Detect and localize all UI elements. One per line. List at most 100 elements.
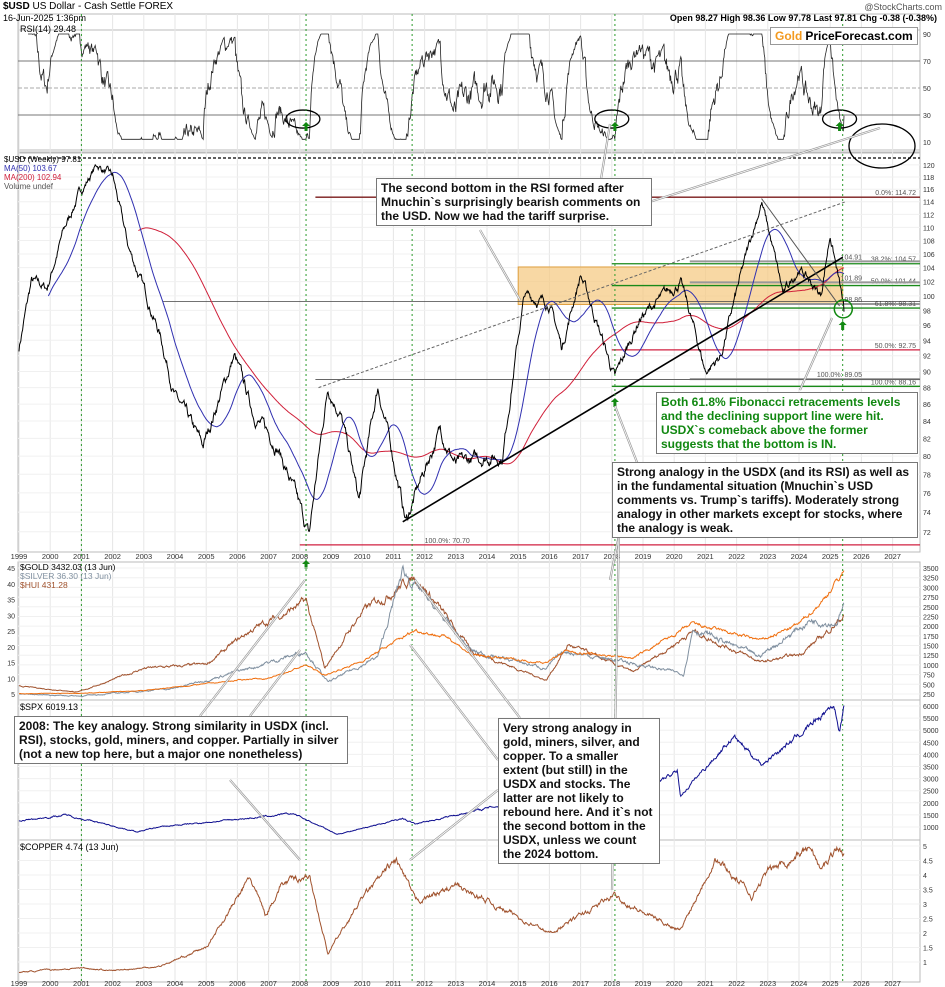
spx-y-tick: 1000 <box>923 825 939 832</box>
rsi-line <box>28 33 845 141</box>
usd-price-line <box>18 163 845 532</box>
usd-y-tick: 120 <box>923 163 935 170</box>
spx-y-tick: 3000 <box>923 777 939 784</box>
callout-line-inner <box>414 579 521 719</box>
fib-level-label: 50.0%: 92.75 <box>875 343 916 350</box>
x-tick-label-bottom: 2008 <box>291 979 308 987</box>
usd-y-tick: 92 <box>923 354 931 361</box>
x-tick-label-bottom: 2020 <box>666 979 683 987</box>
usd-y-tick: 110 <box>923 225 934 232</box>
x-tick-label-bottom: 2013 <box>447 979 464 987</box>
usd-y-tick: 78 <box>923 472 931 479</box>
x-tick-label-bottom: 2019 <box>635 979 652 987</box>
projection-ellipse <box>848 123 916 169</box>
metals-y-tick: 2500 <box>923 605 939 612</box>
metals-y-tick: 3000 <box>923 585 939 592</box>
usd-y-tick: 102 <box>923 280 935 287</box>
rsi-y-tick: 10 <box>923 140 931 147</box>
metals-left-tick: 10 <box>7 676 15 683</box>
silver-line <box>18 564 845 698</box>
copper-y-tick: 3 <box>923 902 927 909</box>
usd-y-tick: 106 <box>923 252 935 259</box>
x-tick-label-bottom: 2009 <box>323 979 340 987</box>
fib-level-label: 100.0%: 89.05 <box>817 372 862 379</box>
rsi-y-tick: 90 <box>923 32 931 39</box>
x-tick-label: 2001 <box>73 552 90 561</box>
spx-y-tick: 2000 <box>923 801 939 808</box>
usd-y-tick: 96 <box>923 323 931 330</box>
symbol: $USD <box>3 1 30 12</box>
x-tick-label-bottom: 2000 <box>42 979 59 987</box>
metals-left-tick: 30 <box>7 613 15 620</box>
usd-y-tick: 74 <box>923 510 931 517</box>
callout-line-inner <box>799 317 833 391</box>
metals-y-tick: 3500 <box>923 566 939 573</box>
spx-y-tick: 2500 <box>923 789 939 796</box>
x-tick-label: 2016 <box>541 552 558 561</box>
x-tick-label: 2010 <box>354 552 371 561</box>
metals-legend: $GOLD 3432.03 (13 Jun) $SILVER 36.30 (13… <box>20 563 115 590</box>
x-tick-label: 2011 <box>385 552 401 561</box>
usd-y-tick: 112 <box>923 212 934 219</box>
green-up-arrow <box>610 398 619 407</box>
fib-level-label: 38.2%: 104.57 <box>871 257 916 264</box>
x-tick-label: 2026 <box>853 552 870 561</box>
logo-rest: PriceForecast.com <box>805 29 913 43</box>
callout-line-inner <box>199 579 306 717</box>
panel-frame-metals <box>17 561 921 701</box>
copper-y-tick: 4.5 <box>923 859 933 866</box>
usd-y-tick: 84 <box>923 419 931 426</box>
spx-y-tick: 4000 <box>923 752 939 759</box>
x-tick-label-bottom: 2012 <box>416 979 433 987</box>
usd-y-tick: 118 <box>923 175 934 182</box>
x-tick-label: 2018 <box>603 552 620 561</box>
copper-y-tick: 1 <box>923 960 927 967</box>
metals-left-tick: 15 <box>7 661 15 668</box>
spx-y-tick: 1500 <box>923 813 939 820</box>
x-tick-label-bottom: 2017 <box>572 979 589 987</box>
legend-hui: $HUI 431.28 <box>20 580 68 590</box>
x-tick-label-bottom: 2024 <box>791 979 808 987</box>
metals-left-tick: 20 <box>7 645 15 652</box>
green-up-arrow <box>302 560 311 569</box>
ma50-line <box>47 171 845 500</box>
callout-line-inner <box>409 789 499 861</box>
x-tick-label: 2007 <box>260 552 277 561</box>
x-tick-label: 2025 <box>822 552 839 561</box>
callout-line-inner <box>639 127 881 206</box>
rsi-y-tick: 30 <box>923 113 931 120</box>
copper-line <box>18 845 845 974</box>
callout-line-inner <box>229 779 301 861</box>
spx-line <box>18 705 845 835</box>
bottom-highlight-circle <box>833 299 854 319</box>
x-tick-label: 2008 <box>291 552 308 561</box>
spx-y-tick: 6000 <box>923 704 939 711</box>
rsi-bottom-ellipse <box>285 109 321 129</box>
copper-y-tick: 5 <box>923 844 927 851</box>
x-tick-label-bottom: 2005 <box>198 979 215 987</box>
rsi-y-tick: 50 <box>923 86 931 93</box>
panel-frame-copper <box>17 839 921 983</box>
x-tick-label-bottom: 2002 <box>104 979 121 987</box>
legend-ma50: MA(50) 103.67 <box>4 164 57 173</box>
x-tick-label: 2013 <box>447 552 464 561</box>
fib-level-label: 101.89 <box>841 275 863 282</box>
source-credit: @StockCharts.com <box>864 2 942 12</box>
x-tick-label-bottom: 2003 <box>135 979 152 987</box>
usd-y-tick: 86 <box>923 402 931 409</box>
x-tick-label: 2020 <box>666 552 683 561</box>
annotation-2011: Very strong analogy in gold, miners, sil… <box>498 718 660 864</box>
x-tick-label: 2006 <box>229 552 246 561</box>
usd-y-tick: 72 <box>923 530 931 537</box>
callout-line-inner <box>614 405 641 471</box>
declining-line <box>761 198 840 307</box>
callout-line-inner <box>249 649 301 717</box>
metals-y-tick: 2250 <box>923 614 939 621</box>
usd-y-tick: 94 <box>923 338 931 345</box>
metals-y-tick: 1250 <box>923 653 939 660</box>
usd-y-tick: 76 <box>923 491 931 498</box>
x-tick-label-bottom: 2010 <box>354 979 371 987</box>
x-tick-label: 2017 <box>572 552 589 561</box>
x-tick-label-bottom: 2023 <box>759 979 776 987</box>
logo-gold: Gold <box>775 29 803 43</box>
